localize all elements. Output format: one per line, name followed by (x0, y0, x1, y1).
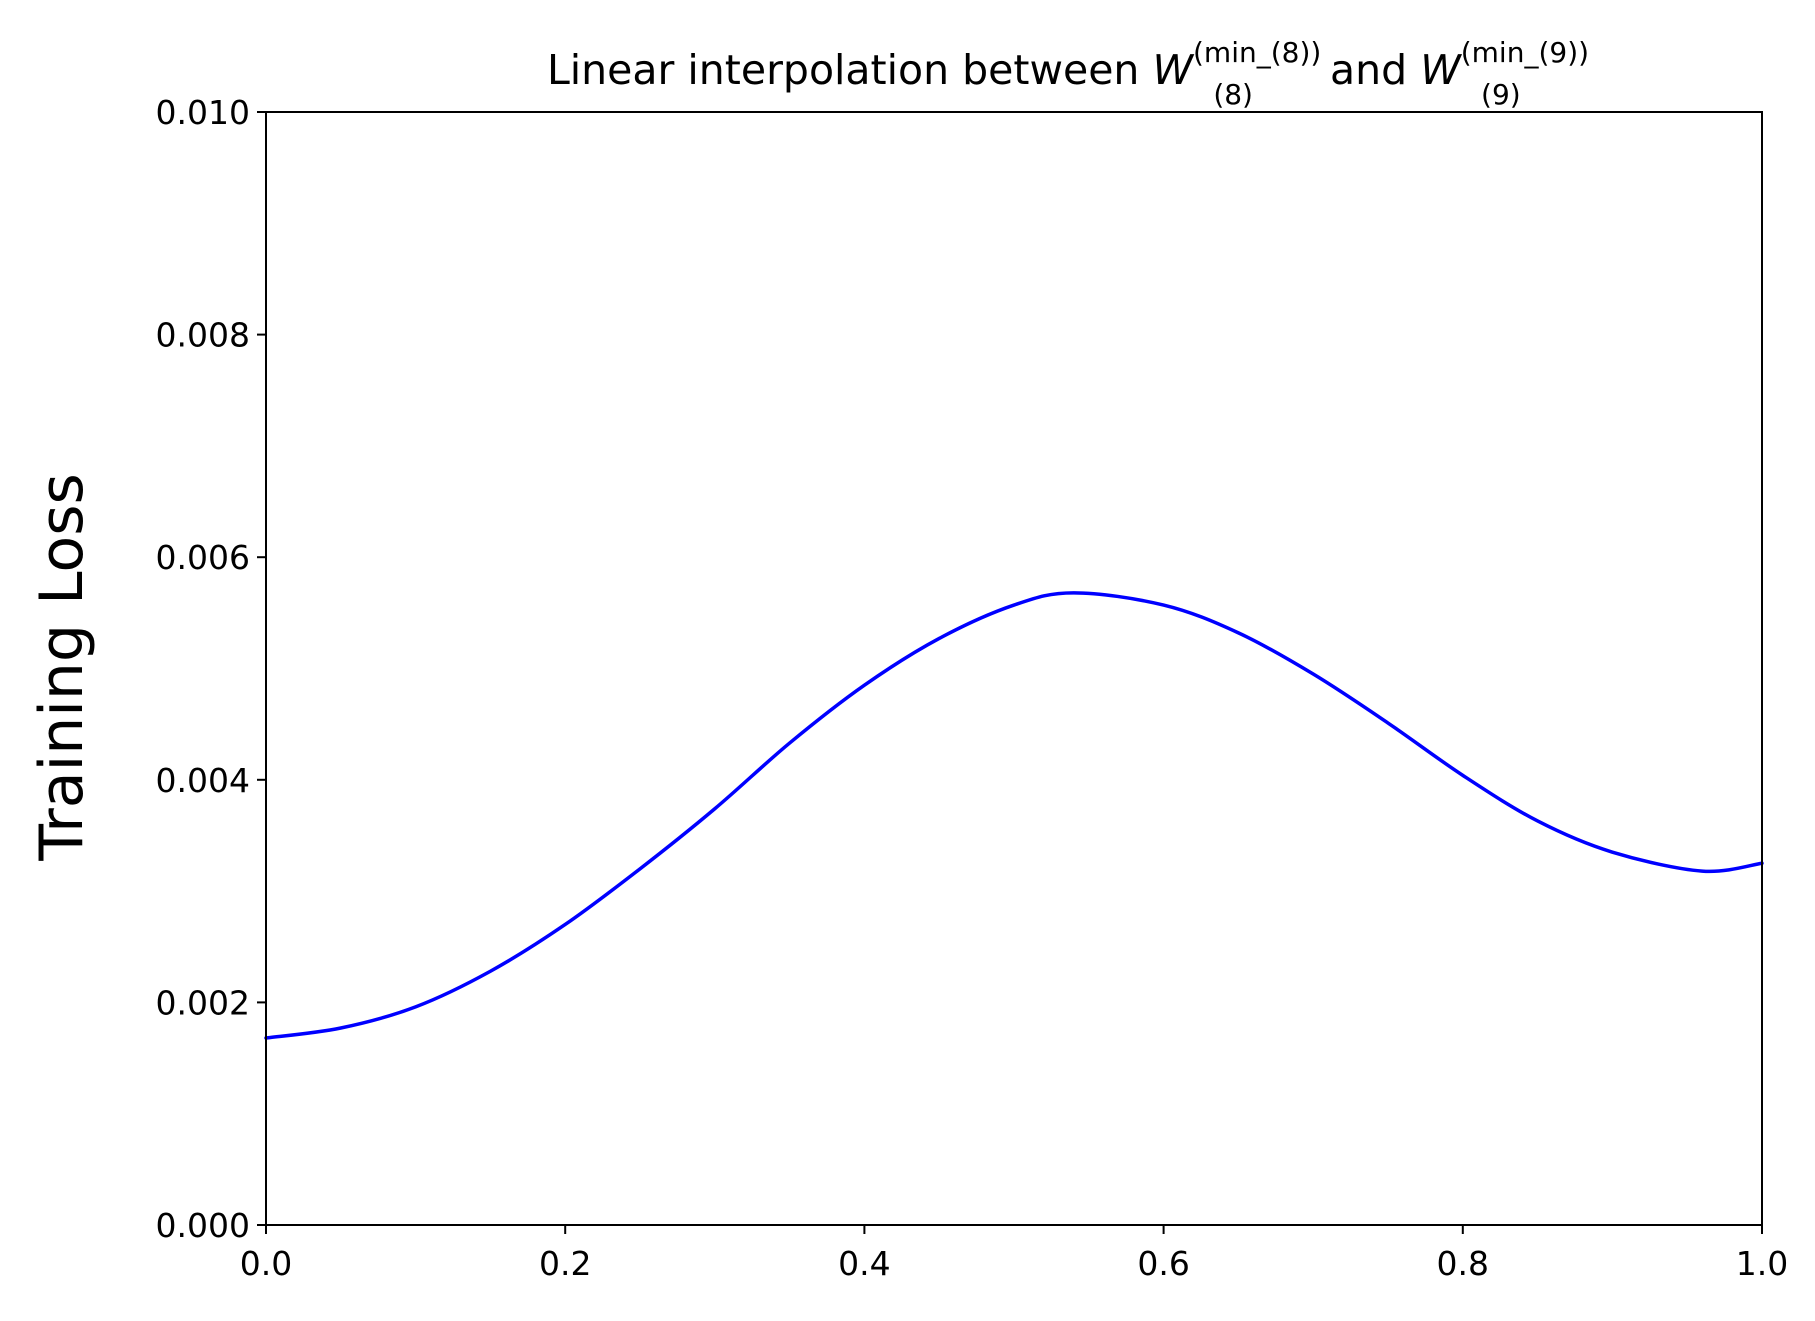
chart-title-right-superscript: (min_(9)) (1461, 36, 1589, 69)
chart-title-right-subscript: (9) (1481, 78, 1521, 111)
x-tick-label: 0.8 (1437, 1244, 1489, 1283)
chart-title-left-symbol: W (1152, 46, 1194, 94)
chart-title-prefix: Linear interpolation between (547, 46, 1153, 94)
chart-title-left-superscript: (min_(8)) (1193, 36, 1321, 69)
chart-title-middle: and (1317, 46, 1420, 94)
x-tick-label: 0.0 (240, 1244, 292, 1283)
y-tick-label: 0.010 (156, 93, 250, 132)
y-tick-label: 0.000 (156, 1206, 250, 1245)
x-tick-label: 0.6 (1137, 1244, 1189, 1283)
x-tick-label: 0.2 (539, 1244, 591, 1283)
y-axis-ticks: 0.000 0.002 0.004 0.006 0.008 0.010 (156, 93, 266, 1245)
y-tick-label: 0.004 (156, 761, 250, 800)
plot-area-frame (265, 111, 1763, 1226)
x-axis-ticks: 0.0 0.2 0.4 0.6 0.8 1.0 (240, 1225, 1788, 1283)
y-tick-label: 0.002 (156, 983, 250, 1022)
x-tick-label: 0.4 (838, 1244, 890, 1283)
y-axis-label: Training Loss (27, 473, 97, 861)
y-tick-label: 0.008 (156, 316, 250, 355)
x-tick-label: 1.0 (1736, 1244, 1788, 1283)
chart-title: Linear interpolation between W(min_(8))(… (547, 36, 1589, 111)
chart-title-left-subscript: (8) (1213, 78, 1253, 111)
y-tick-label: 0.006 (156, 538, 250, 577)
series-line-training-loss (264, 591, 1764, 1040)
chart-title-right-symbol: W (1420, 46, 1462, 94)
